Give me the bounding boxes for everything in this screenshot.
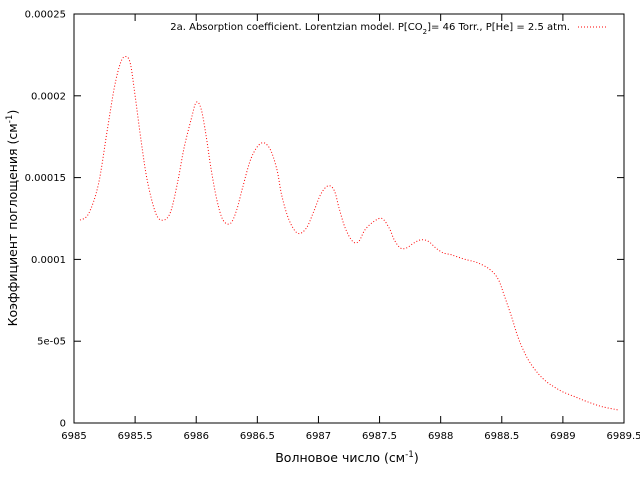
- x-tick-label: 6986: [183, 431, 208, 442]
- y-tick-label: 0.00025: [25, 10, 66, 21]
- y-tick-label: 0: [60, 419, 66, 430]
- y-axis-label: Коэффициент поглощения (см-1): [5, 110, 20, 327]
- x-tick-label: 6986.5: [240, 431, 275, 442]
- y-tick-label: 0.0001: [31, 255, 66, 266]
- plot-frame: [73, 13, 625, 424]
- series-line: [79, 56, 618, 411]
- y-tick-label: 0.0002: [31, 91, 66, 102]
- y-tick-labels: 0 5e-05 0.0001 0.00015 0.0002 0.00025: [25, 10, 66, 430]
- legend: 2a. Absorption coefficient. Lorentzian m…: [170, 22, 608, 36]
- x-tick-label: 6988.5: [484, 431, 519, 442]
- x-tick-label: 6985: [61, 431, 86, 442]
- x-tick-label: 6985.5: [118, 431, 153, 442]
- legend-entry-label: 2a. Absorption coefficient. Lorentzian m…: [170, 22, 570, 36]
- x-tick-label: 6988: [428, 431, 453, 442]
- x-tick-label: 6987: [306, 431, 331, 442]
- y-tick-label: 5e-05: [37, 337, 66, 348]
- series-layer: [79, 56, 618, 411]
- x-tick-labels: 6985 6985.5 6986 6986.5 6987 6987.5 6988 6988.5…: [61, 431, 640, 442]
- axis-ticks: [73, 13, 625, 424]
- x-tick-label: 6987.5: [362, 431, 397, 442]
- x-tick-label: 6989: [550, 431, 575, 442]
- x-tick-label: 6989.5: [607, 431, 640, 442]
- x-axis-label: Волновое число (см-1): [275, 450, 419, 465]
- y-tick-label: 0.00015: [25, 173, 66, 184]
